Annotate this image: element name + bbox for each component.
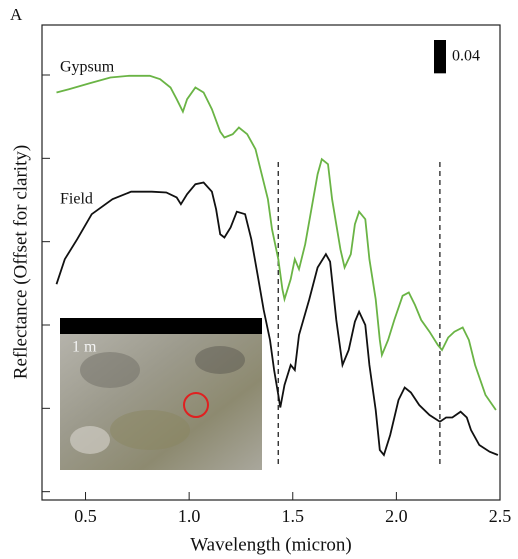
photo-texture xyxy=(110,410,190,450)
series-label: Field xyxy=(60,191,93,208)
sample-circle xyxy=(183,392,209,418)
series-label: Gypsum xyxy=(60,59,115,76)
photo-texture xyxy=(80,352,140,388)
inset-photo: 1 m xyxy=(60,318,262,470)
spectrum-line xyxy=(56,74,497,411)
x-tick-label: 2.0 xyxy=(385,506,408,526)
panel-label: A xyxy=(10,5,23,24)
photo-scale-bar xyxy=(60,318,262,334)
x-axis-label: Wavelength (micron) xyxy=(190,534,352,555)
x-tick-label: 0.5 xyxy=(74,506,97,526)
scale-bar-label: 0.04 xyxy=(452,47,480,64)
photo-texture xyxy=(70,426,110,454)
photo-scale-label: 1 m xyxy=(72,339,97,356)
x-tick-label: 1.5 xyxy=(282,506,305,526)
plot-frame xyxy=(41,24,501,501)
spectrum-line xyxy=(55,181,499,457)
x-tick-label: 2.5 xyxy=(489,506,512,526)
scale-bar xyxy=(434,40,446,74)
y-axis-label: Reflectance (Offset for clarity) xyxy=(10,145,31,379)
x-tick-label: 1.0 xyxy=(178,506,201,526)
photo-texture xyxy=(195,346,245,374)
